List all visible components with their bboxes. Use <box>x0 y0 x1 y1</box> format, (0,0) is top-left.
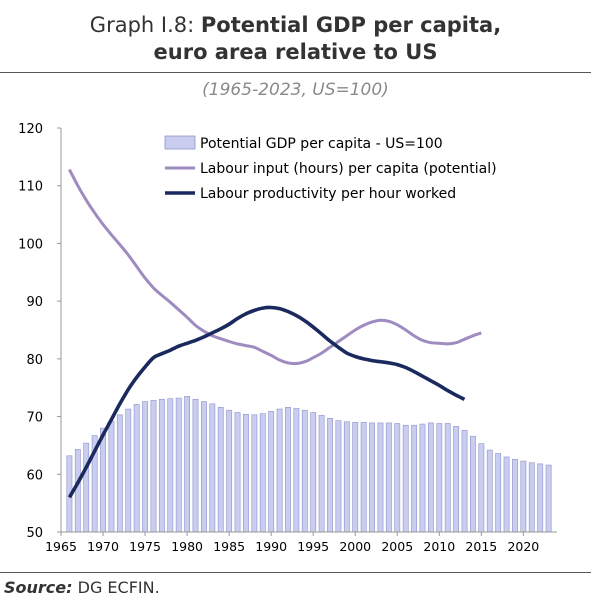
bar <box>377 422 384 533</box>
legend-label-bars: Potential GDP per capita - US=100 <box>200 136 443 152</box>
bar <box>512 458 518 533</box>
x-tick-label: 1980 <box>171 539 203 554</box>
y-tick-label: 100 <box>18 237 43 252</box>
bar <box>259 413 266 533</box>
y-tick-label: 90 <box>26 295 43 310</box>
bar <box>495 453 502 533</box>
bar <box>226 409 233 533</box>
bar <box>100 427 106 533</box>
source-divider <box>0 572 591 573</box>
y-tick-label: 110 <box>18 180 43 195</box>
bar <box>108 420 115 533</box>
bar <box>150 400 157 533</box>
bar <box>360 422 367 533</box>
bar <box>83 442 90 533</box>
bar <box>537 463 544 533</box>
line-labour-productivity <box>67 305 466 499</box>
bar <box>184 396 191 533</box>
x-tick-label: 2020 <box>507 539 539 554</box>
x-tick-label: 1965 <box>45 539 77 554</box>
bar <box>268 411 275 533</box>
x-tick-label: 1990 <box>255 539 287 554</box>
bar <box>251 414 258 533</box>
chart-title: Graph I.8: Potential GDP per capita, eur… <box>0 12 591 66</box>
bar <box>74 449 81 533</box>
title-prefix: Graph I.8: <box>89 13 201 37</box>
chart-area: 50 60 70 80 90 100 110 120 1965 1970 1975 1980 1985 1… <box>18 122 557 554</box>
bar <box>301 409 308 533</box>
bar <box>394 423 401 533</box>
x-tick-label: 2010 <box>423 539 455 554</box>
title-line-1: Potential GDP per capita, <box>200 13 502 37</box>
bar <box>318 415 325 533</box>
bar <box>545 464 552 533</box>
x-tick-label: 1970 <box>87 539 119 554</box>
chart-subtitle: (1965-2023, US=100) <box>202 80 389 100</box>
x-tick-label: 2005 <box>381 539 413 554</box>
bar <box>419 423 426 533</box>
bar <box>478 443 485 533</box>
bar <box>436 423 443 533</box>
bar <box>167 398 174 533</box>
y-tick-label: 120 <box>18 122 43 137</box>
bar <box>285 407 291 533</box>
bar <box>352 422 359 533</box>
bar <box>385 422 392 533</box>
source-label: Source: <box>4 578 73 597</box>
x-tick-label: 1985 <box>213 539 245 554</box>
bar <box>116 414 123 533</box>
y-tick-label: 80 <box>26 353 43 368</box>
bar <box>520 460 527 533</box>
title-divider <box>0 72 591 73</box>
x-tick-label: 1975 <box>129 539 161 554</box>
bar <box>470 435 476 533</box>
bar <box>125 408 132 533</box>
bar <box>209 403 216 533</box>
y-tick-label: 60 <box>26 468 43 483</box>
bar <box>142 401 148 533</box>
legend-label-labour-input: Labour input (hours) per capita (potenti… <box>200 161 497 177</box>
bar <box>327 418 333 533</box>
bar <box>234 412 241 533</box>
bar <box>335 420 342 533</box>
bar <box>528 462 535 533</box>
line-labour-input <box>68 168 482 366</box>
x-tick-label: 2015 <box>465 539 497 554</box>
bar <box>369 422 375 533</box>
bar <box>276 408 283 533</box>
bar <box>461 430 468 533</box>
source-text: DG ECFIN. <box>72 578 160 597</box>
bar <box>201 401 207 533</box>
legend-label-productivity: Labour productivity per hour worked <box>200 186 456 202</box>
y-tick-label: 70 <box>26 411 43 426</box>
bar <box>192 398 199 533</box>
bar <box>486 449 493 533</box>
y-tick-label: 50 <box>26 526 43 541</box>
x-tick-label: 1995 <box>297 539 329 554</box>
bar <box>402 424 409 533</box>
bar <box>444 423 451 533</box>
bar <box>343 421 350 533</box>
legend-swatch-bars <box>164 135 196 150</box>
bar <box>427 422 434 533</box>
bar <box>453 426 460 533</box>
bar <box>158 398 165 533</box>
source-note: Source: DG ECFIN. <box>4 578 160 597</box>
bar <box>175 397 182 533</box>
bar <box>217 407 224 533</box>
bar <box>243 413 249 533</box>
title-line-2: euro area relative to US <box>153 40 438 64</box>
bar <box>310 412 317 533</box>
bar <box>411 424 417 533</box>
bar <box>133 404 140 533</box>
bar <box>503 456 510 533</box>
x-tick-label: 2000 <box>339 539 371 554</box>
bar <box>293 408 300 533</box>
